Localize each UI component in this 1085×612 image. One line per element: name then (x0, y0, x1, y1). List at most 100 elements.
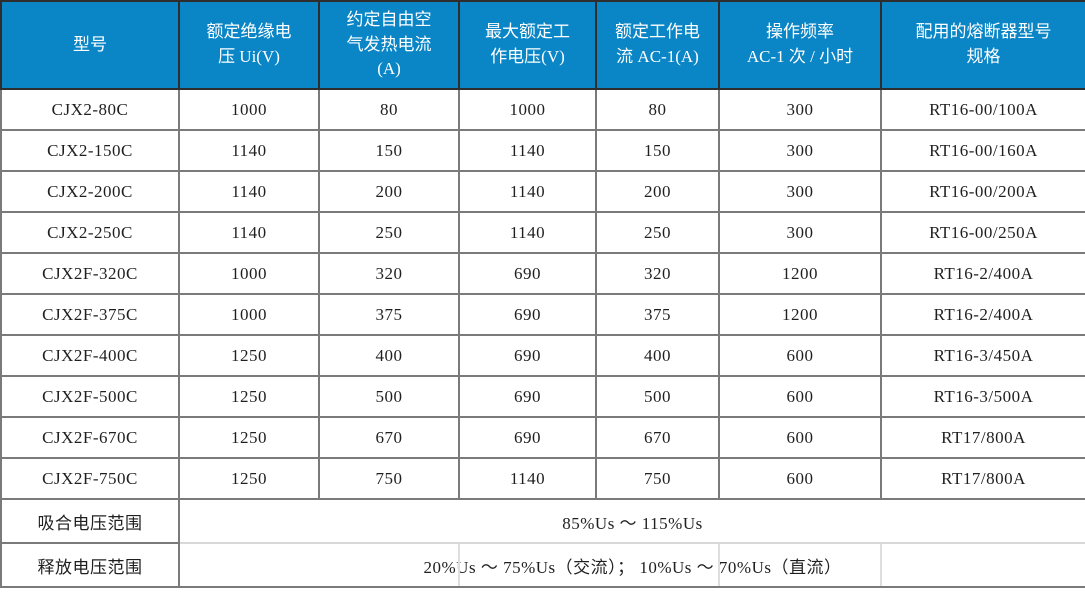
cell-model: CJX2F-320C (0, 252, 180, 295)
cell-ui: 1000 (178, 252, 320, 295)
cell-fuse: RT16-00/250A (880, 211, 1085, 254)
table-row: CJX2F-500C 1250 500 690 500 600 RT16-3/5… (0, 375, 1085, 418)
cell-ith: 750 (318, 457, 460, 500)
footer-row-pickup-voltage: 吸合电压范围 85%Us ～ 115%Us (0, 498, 1085, 544)
cell-ie: 375 (595, 293, 720, 336)
cell-model: CJX2-80C (0, 88, 180, 131)
cell-ue: 1000 (458, 88, 597, 131)
table-header: 型号 额定绝缘电 压 Ui(V) 约定自由空 气发热电流 (A) 最大额定工 作… (0, 0, 1085, 90)
cell-ith: 80 (318, 88, 460, 131)
cell-model: CJX2-150C (0, 129, 180, 172)
header-row: 型号 额定绝缘电 压 Ui(V) 约定自由空 气发热电流 (A) 最大额定工 作… (0, 0, 1085, 90)
cell-freq: 300 (718, 88, 882, 131)
header-max-rated-working-voltage: 最大额定工 作电压(V) (458, 0, 597, 90)
table-row: CJX2F-400C 1250 400 690 400 600 RT16-3/4… (0, 334, 1085, 377)
cell-fuse: RT16-00/100A (880, 88, 1085, 131)
cell-ue: 690 (458, 293, 597, 336)
cell-ue: 690 (458, 375, 597, 418)
cell-freq: 1200 (718, 252, 882, 295)
cell-model: CJX2-200C (0, 170, 180, 213)
cell-model: CJX2F-400C (0, 334, 180, 377)
cell-ith: 250 (318, 211, 460, 254)
cell-model: CJX2F-670C (0, 416, 180, 459)
cell-freq: 600 (718, 416, 882, 459)
cell-ue: 1140 (458, 211, 597, 254)
cell-fuse: RT17/800A (880, 457, 1085, 500)
table-row: CJX2-150C 1140 150 1140 150 300 RT16-00/… (0, 129, 1085, 172)
cell-ue: 1140 (458, 129, 597, 172)
cell-freq: 300 (718, 129, 882, 172)
cell-fuse: RT16-3/500A (880, 375, 1085, 418)
footer-row-release-voltage: 释放电压范围 20%Us ～ 75%Us（交流）； 10%Us ～ 70%Us（… (0, 542, 1085, 588)
table-row: CJX2F-320C 1000 320 690 320 1200 RT16-2/… (0, 252, 1085, 295)
cell-ue: 690 (458, 334, 597, 377)
cell-ie: 750 (595, 457, 720, 500)
cell-model: CJX2F-500C (0, 375, 180, 418)
header-rated-working-current-ac1: 额定工作电 流 AC-1(A) (595, 0, 720, 90)
cell-ith: 200 (318, 170, 460, 213)
table-row: CJX2-200C 1140 200 1140 200 300 RT16-00/… (0, 170, 1085, 213)
header-rated-insulation-voltage: 额定绝缘电 压 Ui(V) (178, 0, 320, 90)
cell-ie: 80 (595, 88, 720, 131)
cell-ui: 1140 (178, 211, 320, 254)
cell-ue: 1140 (458, 170, 597, 213)
cell-fuse: RT16-00/160A (880, 129, 1085, 172)
cell-ie: 320 (595, 252, 720, 295)
cell-ui: 1000 (178, 293, 320, 336)
cell-ie: 250 (595, 211, 720, 254)
cell-ui: 1000 (178, 88, 320, 131)
cell-ie: 670 (595, 416, 720, 459)
cell-freq: 600 (718, 457, 882, 500)
header-operating-frequency: 操作频率 AC-1 次 / 小时 (718, 0, 882, 90)
cell-model: CJX2-250C (0, 211, 180, 254)
table-body: CJX2-80C 1000 80 1000 80 300 RT16-00/100… (0, 88, 1085, 588)
faint-divider (458, 544, 460, 586)
cell-ith: 400 (318, 334, 460, 377)
cell-ie: 400 (595, 334, 720, 377)
contactor-spec-table: 型号 额定绝缘电 压 Ui(V) 约定自由空 气发热电流 (A) 最大额定工 作… (0, 0, 1085, 588)
cell-ue: 690 (458, 252, 597, 295)
header-model: 型号 (0, 0, 180, 90)
cell-ith: 320 (318, 252, 460, 295)
footer-value-release-voltage-range: 20%Us ～ 75%Us（交流）； 10%Us ～ 70%Us（直流） (178, 542, 1085, 588)
cell-ith: 500 (318, 375, 460, 418)
header-fuse-model-spec: 配用的熔断器型号 规格 (880, 0, 1085, 90)
footer-value-text: 20%Us ～ 75%Us（交流）； 10%Us ～ 70%Us（直流） (423, 557, 842, 577)
cell-fuse: RT16-2/400A (880, 293, 1085, 336)
cell-ui: 1250 (178, 416, 320, 459)
cell-fuse: RT16-3/450A (880, 334, 1085, 377)
cell-ue: 1140 (458, 457, 597, 500)
table-row: CJX2F-670C 1250 670 690 670 600 RT17/800… (0, 416, 1085, 459)
cell-fuse: RT17/800A (880, 416, 1085, 459)
cell-ie: 150 (595, 129, 720, 172)
cell-ith: 375 (318, 293, 460, 336)
table-row: CJX2-250C 1140 250 1140 250 300 RT16-00/… (0, 211, 1085, 254)
table-row: CJX2-80C 1000 80 1000 80 300 RT16-00/100… (0, 88, 1085, 131)
cell-ui: 1250 (178, 334, 320, 377)
cell-ith: 150 (318, 129, 460, 172)
cell-fuse: RT16-00/200A (880, 170, 1085, 213)
faint-divider (718, 544, 720, 586)
cell-ue: 690 (458, 416, 597, 459)
cell-ui: 1250 (178, 375, 320, 418)
cell-freq: 300 (718, 170, 882, 213)
cell-ui: 1140 (178, 170, 320, 213)
cell-ith: 670 (318, 416, 460, 459)
footer-label-release-voltage-range: 释放电压范围 (0, 542, 180, 588)
table-row: CJX2F-375C 1000 375 690 375 1200 RT16-2/… (0, 293, 1085, 336)
table-row: CJX2F-750C 1250 750 1140 750 600 RT17/80… (0, 457, 1085, 500)
cell-ui: 1250 (178, 457, 320, 500)
faint-divider (880, 544, 882, 586)
cell-freq: 600 (718, 375, 882, 418)
cell-model: CJX2F-375C (0, 293, 180, 336)
footer-value-pickup-voltage-range: 85%Us ～ 115%Us (178, 498, 1085, 544)
cell-model: CJX2F-750C (0, 457, 180, 500)
header-conventional-free-air-thermal-current: 约定自由空 气发热电流 (A) (318, 0, 460, 90)
cell-ui: 1140 (178, 129, 320, 172)
cell-fuse: RT16-2/400A (880, 252, 1085, 295)
footer-label-pickup-voltage-range: 吸合电压范围 (0, 498, 180, 544)
cell-freq: 1200 (718, 293, 882, 336)
cell-ie: 200 (595, 170, 720, 213)
cell-ie: 500 (595, 375, 720, 418)
cell-freq: 300 (718, 211, 882, 254)
